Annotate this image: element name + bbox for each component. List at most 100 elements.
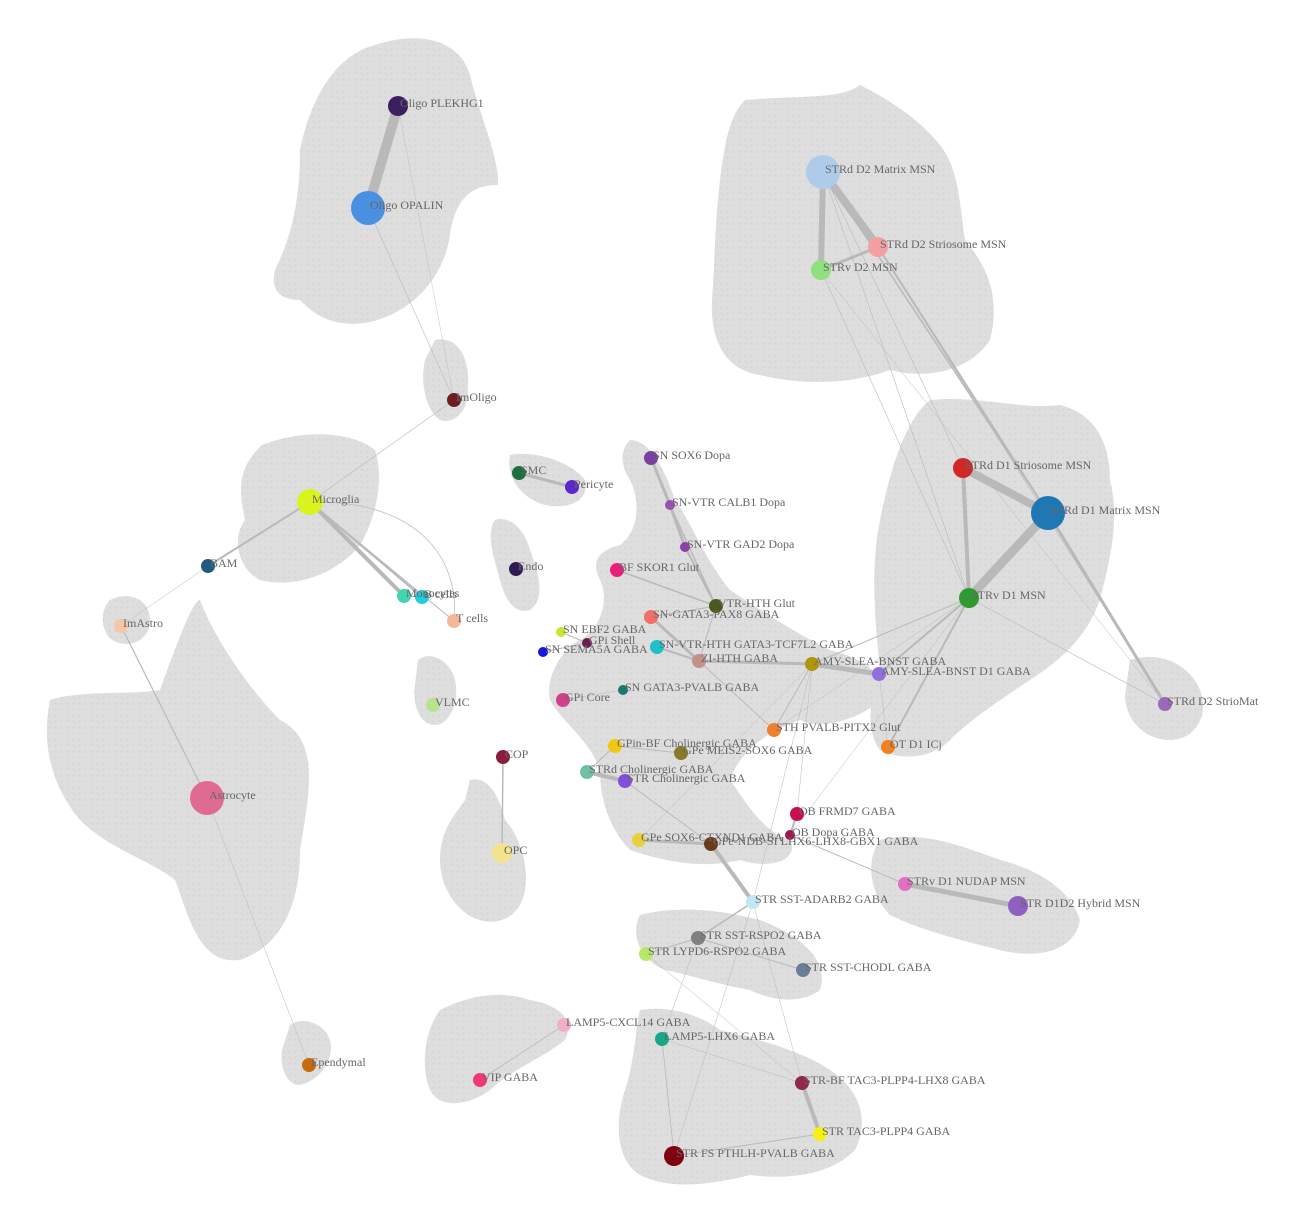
- node-label-lamp5_cxcl14: LAMP5-CXCL14 GABA: [566, 1015, 691, 1029]
- node-label-gpe_ndb: GPe-NDB-SI LHX6-LHX8-GBX1 GABA: [713, 834, 919, 848]
- node-microglia[interactable]: [297, 489, 323, 515]
- edge-sn_vtr_hth_gata3-zi_hth: [656, 646, 700, 662]
- edge-amy_slea_bnst-strv_d1: [811, 597, 970, 665]
- node-ependymal[interactable]: [302, 1058, 316, 1072]
- node-ob_frmd7[interactable]: [790, 807, 804, 821]
- node-sn_gata3_pvalb[interactable]: [618, 685, 628, 695]
- edge-lamp5_cxcl14-vip: [479, 1024, 565, 1081]
- node-imoligo[interactable]: [447, 393, 461, 407]
- node-label-bf_skor1: BF SKOR1 Glut: [619, 560, 700, 574]
- node-zi_hth[interactable]: [692, 654, 706, 668]
- node-strv_d1_nudap[interactable]: [898, 877, 912, 891]
- node-pericyte[interactable]: [565, 480, 579, 494]
- node-astrocyte[interactable]: [190, 781, 224, 815]
- node-gpe_sox6_cta[interactable]: [632, 833, 646, 847]
- node-label-sn_sox6: SN SOX6 Dopa: [653, 448, 731, 462]
- edge-lamp5_lhx6-str_sst_rspo2: [661, 937, 699, 1040]
- node-str_sst_chodl[interactable]: [796, 963, 810, 977]
- node-lamp5_cxcl14[interactable]: [557, 1018, 571, 1032]
- node-sn_ebf2[interactable]: [556, 627, 566, 637]
- oligo-cloud: [273, 38, 499, 324]
- node-layer: [114, 96, 1172, 1166]
- node-sn_sox6[interactable]: [644, 451, 658, 465]
- edge-vtr_hth-sn_gata3_pax8: [650, 605, 717, 618]
- edge-bf_skor1-vtr_hth: [616, 569, 717, 607]
- edge-microglia-tcells-arc: [309, 501, 455, 622]
- node-amy_slea_bnst_d1[interactable]: [872, 667, 886, 681]
- node-oligo_opalin[interactable]: [351, 191, 385, 225]
- node-str_fs_pthlh[interactable]: [664, 1146, 684, 1166]
- node-gpin_bf_chol[interactable]: [608, 739, 622, 753]
- node-vip[interactable]: [473, 1073, 487, 1087]
- node-strd_d2_striosome[interactable]: [868, 237, 888, 257]
- node-bam[interactable]: [201, 559, 215, 573]
- node-strd_d1_matrix[interactable]: [1031, 496, 1065, 530]
- node-label-strd_d2_matrix: STRd D2 Matrix MSN: [825, 162, 936, 176]
- node-strd_chol[interactable]: [580, 765, 594, 779]
- node-label-str_tac3: STR TAC3-PLPP4 GABA: [822, 1124, 951, 1138]
- node-amy_slea_bnst[interactable]: [805, 657, 819, 671]
- node-sn_vtr_calb1[interactable]: [665, 500, 675, 510]
- edge-strd_d1_matrix-strd_d2_striomatrix: [1046, 511, 1167, 706]
- node-lamp5_lhx6[interactable]: [655, 1032, 669, 1046]
- edge-vtr_hth-zi_hth: [698, 605, 717, 662]
- node-gpi_shell[interactable]: [582, 638, 592, 648]
- node-bcells[interactable]: [415, 590, 429, 604]
- edge-str_bf_tac3-str_tac3: [800, 1081, 822, 1136]
- node-str_chol[interactable]: [618, 774, 632, 788]
- node-bf_skor1[interactable]: [610, 563, 624, 577]
- node-gpe_meis2[interactable]: [674, 746, 688, 760]
- node-cop[interactable]: [496, 750, 510, 764]
- node-label-oligo_plekhg1: Oligo PLEKHG1: [400, 96, 484, 110]
- node-vlmc[interactable]: [426, 698, 440, 712]
- node-sn_vtr_hth_gata3[interactable]: [650, 640, 664, 654]
- edge-str_sst_rspo2-str_sst_chodl: [697, 937, 804, 971]
- ependymal-cloud: [281, 1020, 331, 1085]
- edge-amy_slea_bnst-gpe_sox6_cta: [638, 663, 813, 841]
- node-label-tcells: T cells: [456, 611, 488, 625]
- node-gpi_core[interactable]: [556, 693, 570, 707]
- edge-str_sst_adarb2-str_fs_pthlh: [673, 901, 754, 1157]
- edge-amy_slea_bnst-sth_pvalb: [773, 663, 813, 731]
- node-label-sn_vtr_calb1: SN-VTR CALB1 Dopa: [672, 495, 786, 509]
- node-label-monocytes: Monocytes: [406, 586, 460, 600]
- edge-strd_d1_striosome-strv_d1: [961, 466, 971, 600]
- node-sn_gata3_pax8[interactable]: [644, 610, 658, 624]
- node-strd_d2_striomatrix[interactable]: [1158, 697, 1172, 711]
- node-smc[interactable]: [512, 466, 526, 480]
- node-str_tac3[interactable]: [813, 1127, 827, 1141]
- node-str_sst_rspo2[interactable]: [691, 931, 705, 945]
- node-oligo_plekhg1[interactable]: [388, 96, 408, 116]
- node-imastro[interactable]: [114, 619, 128, 633]
- node-strv_d2[interactable]: [811, 260, 831, 280]
- node-strd_d1_striosome[interactable]: [953, 458, 973, 478]
- node-label-sn_vtr_hth_gata3: SN-VTR-HTH GATA3-TCF7L2 GABA: [659, 637, 854, 651]
- node-sth_pvalb[interactable]: [767, 723, 781, 737]
- edge-strv_d2-strv_d1: [820, 269, 970, 599]
- node-gpe_ndb[interactable]: [704, 837, 718, 851]
- node-ot_d1_icj[interactable]: [881, 740, 895, 754]
- node-label-pericyte: Pericyte: [574, 477, 613, 491]
- edge-smc-pericyte: [517, 471, 574, 489]
- vlmc-cloud: [414, 656, 457, 725]
- node-str_bf_tac3[interactable]: [795, 1076, 809, 1090]
- edge-layer: [120, 101, 1167, 1157]
- node-tcells[interactable]: [447, 614, 461, 628]
- node-sn_sema5a[interactable]: [538, 647, 548, 657]
- node-str_sst_adarb2[interactable]: [746, 895, 760, 909]
- node-strv_d1[interactable]: [959, 588, 979, 608]
- node-strd_d2_matrix[interactable]: [806, 155, 840, 189]
- node-ob_dopa[interactable]: [785, 830, 795, 840]
- node-monocytes[interactable]: [397, 589, 411, 603]
- edge-strd_d1_matrix-strv_d1: [964, 508, 1053, 603]
- edge-strd_d2_matrix-strd_d1_striosome: [822, 171, 964, 469]
- node-opc[interactable]: [492, 843, 512, 863]
- node-str_lypd6_rspo2[interactable]: [639, 947, 653, 961]
- node-label-ob_dopa: OB Dopa GABA: [792, 825, 875, 839]
- node-sn_vtr_gad2[interactable]: [680, 542, 690, 552]
- node-str_d1d2_hybrid[interactable]: [1008, 896, 1028, 916]
- node-endo[interactable]: [509, 562, 523, 576]
- node-label-ependymal: Ependymal: [311, 1055, 366, 1069]
- node-vtr_hth[interactable]: [709, 599, 723, 613]
- edge-gpi_core-sn_gata3_pvalb: [562, 689, 624, 701]
